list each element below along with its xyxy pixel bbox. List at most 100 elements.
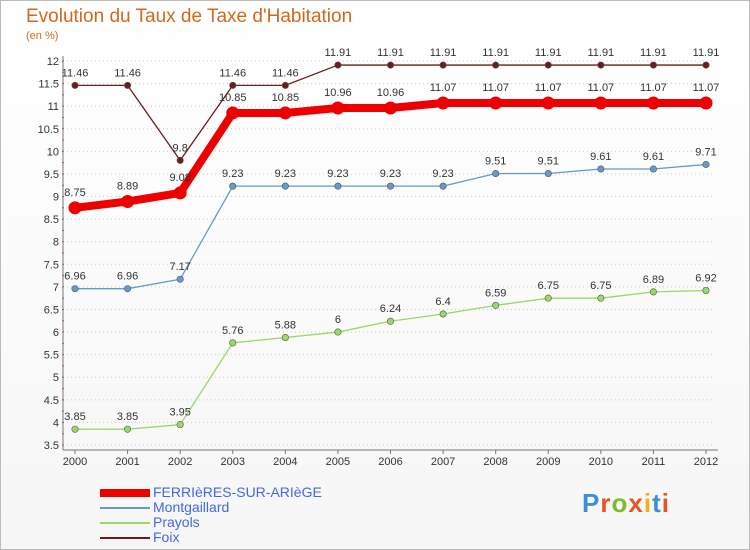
data-label: 9.08 bbox=[169, 172, 190, 184]
data-label: 6.92 bbox=[695, 272, 716, 284]
data-label: 11.91 bbox=[587, 47, 614, 59]
data-point bbox=[646, 96, 660, 110]
data-point bbox=[334, 61, 342, 69]
data-point bbox=[439, 61, 447, 69]
data-point bbox=[649, 165, 657, 173]
y-tick-label: 6 bbox=[53, 327, 59, 339]
data-label: 6 bbox=[335, 314, 341, 326]
logo-letter: o bbox=[611, 488, 629, 518]
data-point bbox=[173, 186, 187, 200]
x-tick-label: 2008 bbox=[483, 456, 507, 468]
x-tick-label: 2005 bbox=[326, 456, 350, 468]
y-tick-label: 3.5 bbox=[44, 440, 59, 452]
data-point bbox=[436, 96, 450, 110]
logo-letter: t bbox=[652, 488, 662, 518]
x-tick-label: 2003 bbox=[221, 456, 245, 468]
data-label: 11.07 bbox=[640, 82, 667, 94]
data-label: 11.91 bbox=[482, 47, 509, 59]
data-label: 11.91 bbox=[535, 47, 562, 59]
data-point bbox=[544, 61, 552, 69]
data-label: 9.61 bbox=[590, 151, 611, 163]
data-label: 11.46 bbox=[114, 67, 141, 79]
data-point bbox=[541, 96, 555, 110]
data-label: 9.8 bbox=[173, 142, 188, 154]
data-point bbox=[544, 169, 552, 177]
data-label: 10.85 bbox=[219, 92, 247, 104]
data-label: 11.07 bbox=[535, 82, 562, 94]
data-point bbox=[597, 165, 605, 173]
data-label: 9.23 bbox=[275, 168, 296, 180]
data-point bbox=[439, 182, 447, 190]
y-tick-label: 7 bbox=[53, 282, 59, 294]
legend-swatch bbox=[100, 507, 150, 509]
data-point bbox=[281, 81, 289, 89]
data-point bbox=[124, 81, 132, 89]
data-point bbox=[386, 182, 394, 190]
y-tick-label: 12 bbox=[47, 56, 59, 68]
data-label: 11.46 bbox=[272, 67, 299, 79]
data-point bbox=[176, 421, 184, 429]
logo-letter: x bbox=[628, 488, 644, 518]
data-point bbox=[702, 61, 710, 69]
legend-label: Montgaillard bbox=[153, 499, 230, 515]
data-point bbox=[229, 339, 237, 347]
y-tick-label: 11 bbox=[48, 101, 59, 113]
data-point bbox=[702, 286, 710, 294]
data-label: 11.07 bbox=[693, 82, 720, 94]
data-point bbox=[699, 96, 713, 110]
axes: 3.544.555.566.577.588.599.51010.51111.51… bbox=[38, 56, 718, 468]
data-point bbox=[71, 285, 79, 293]
data-point bbox=[229, 81, 237, 89]
logo-letter: P bbox=[582, 488, 601, 518]
y-tick-label: 8 bbox=[53, 237, 59, 249]
data-point bbox=[334, 182, 342, 190]
data-point bbox=[649, 288, 657, 296]
data-label: 11.91 bbox=[430, 47, 457, 59]
y-tick-label: 4 bbox=[53, 417, 59, 429]
data-point bbox=[597, 294, 605, 302]
chart-subtitle: (en %) bbox=[26, 30, 59, 42]
data-point bbox=[226, 106, 240, 120]
data-label: 11.91 bbox=[693, 47, 720, 59]
data-point bbox=[176, 156, 184, 164]
data-label: 11.91 bbox=[325, 47, 352, 59]
y-tick-label: 5.5 bbox=[44, 350, 59, 362]
data-labels: 11.46 11.46 9.8 11.46 11.46 11.91 11.91 11.91 11… bbox=[62, 47, 720, 423]
x-tick-label: 2001 bbox=[115, 456, 139, 468]
data-label: 11.07 bbox=[430, 82, 457, 94]
data-label: 6.96 bbox=[64, 271, 85, 283]
data-label: 3.95 bbox=[169, 407, 190, 419]
x-tick-label: 2012 bbox=[694, 456, 718, 468]
data-label: 6.24 bbox=[380, 303, 401, 315]
data-label: 3.85 bbox=[64, 411, 85, 423]
y-tick-label: 11.5 bbox=[38, 79, 59, 91]
data-point bbox=[544, 294, 552, 302]
y-tick-label: 10.5 bbox=[38, 124, 59, 136]
legend-label: Prayols bbox=[153, 514, 200, 530]
data-label: 11.91 bbox=[377, 47, 404, 59]
data-label: 11.91 bbox=[640, 47, 667, 59]
data-label: 6.4 bbox=[435, 296, 450, 308]
grid bbox=[67, 60, 714, 446]
data-point bbox=[492, 169, 500, 177]
data-point bbox=[594, 96, 608, 110]
y-tick-label: 4.5 bbox=[44, 395, 59, 407]
data-point bbox=[649, 61, 657, 69]
data-label: 9.51 bbox=[538, 155, 559, 167]
data-label: 8.89 bbox=[117, 180, 138, 192]
data-point bbox=[68, 201, 82, 215]
legend-item: Prayols bbox=[100, 514, 400, 530]
data-label: 8.75 bbox=[64, 187, 85, 199]
legend-item: Foix bbox=[100, 529, 400, 545]
data-label: 6.75 bbox=[538, 280, 559, 292]
data-label: 6.96 bbox=[117, 271, 138, 283]
data-point bbox=[386, 61, 394, 69]
legend-label: Foix bbox=[153, 529, 180, 545]
data-point bbox=[597, 61, 605, 69]
data-label: 9.23 bbox=[327, 168, 348, 180]
data-point bbox=[702, 160, 710, 168]
data-label: 5.76 bbox=[222, 325, 243, 337]
data-label: 5.88 bbox=[275, 319, 296, 331]
